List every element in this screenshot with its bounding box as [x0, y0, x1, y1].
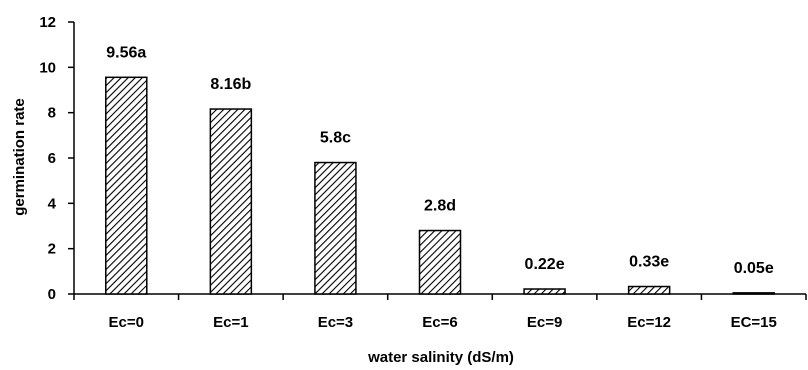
bar	[209, 108, 253, 295]
bar	[732, 292, 775, 295]
x-tick-label: Ec=6	[422, 314, 457, 331]
plot-area: 0 2 4 6 8 10 12 9.56a Ec=0 8.16b Ec=1 5.8c Ec=3 2.8d E…	[39, 14, 807, 331]
y-tick-label: 10	[39, 59, 56, 76]
data-label: 0.33e	[629, 254, 669, 271]
x-tick-label: Ec=0	[109, 314, 144, 331]
x-axis-title: water salinity (dS/m)	[367, 349, 514, 366]
bar	[105, 76, 148, 295]
y-axis-title-group: germination rate	[11, 98, 28, 216]
data-label: 0.05e	[734, 260, 774, 277]
y-tick-label: 8	[48, 105, 56, 122]
x-tick-label: Ec=1	[213, 314, 248, 331]
data-label: 9.56a	[106, 44, 146, 61]
y-tick-label: 2	[48, 241, 56, 258]
data-label: 8.16b	[210, 76, 251, 93]
x-tick-label: Ec=12	[627, 314, 671, 331]
data-label: 2.8d	[424, 198, 456, 215]
y-tick-label: 12	[39, 14, 56, 31]
x-tick-label: Ec=9	[527, 314, 562, 331]
x-tick-label: EC=15	[731, 314, 777, 331]
data-label: 0.22e	[525, 256, 565, 273]
bar	[418, 229, 462, 295]
bar	[627, 285, 671, 295]
x-tick-label: Ec=3	[318, 314, 353, 331]
y-tick-label: 0	[48, 286, 56, 303]
y-tick-label: 4	[48, 195, 57, 212]
bar	[523, 288, 566, 295]
data-label: 5.8c	[320, 130, 351, 147]
y-axis-title: germination rate	[11, 98, 28, 216]
y-tick-label: 6	[48, 150, 56, 167]
bar	[314, 161, 357, 295]
